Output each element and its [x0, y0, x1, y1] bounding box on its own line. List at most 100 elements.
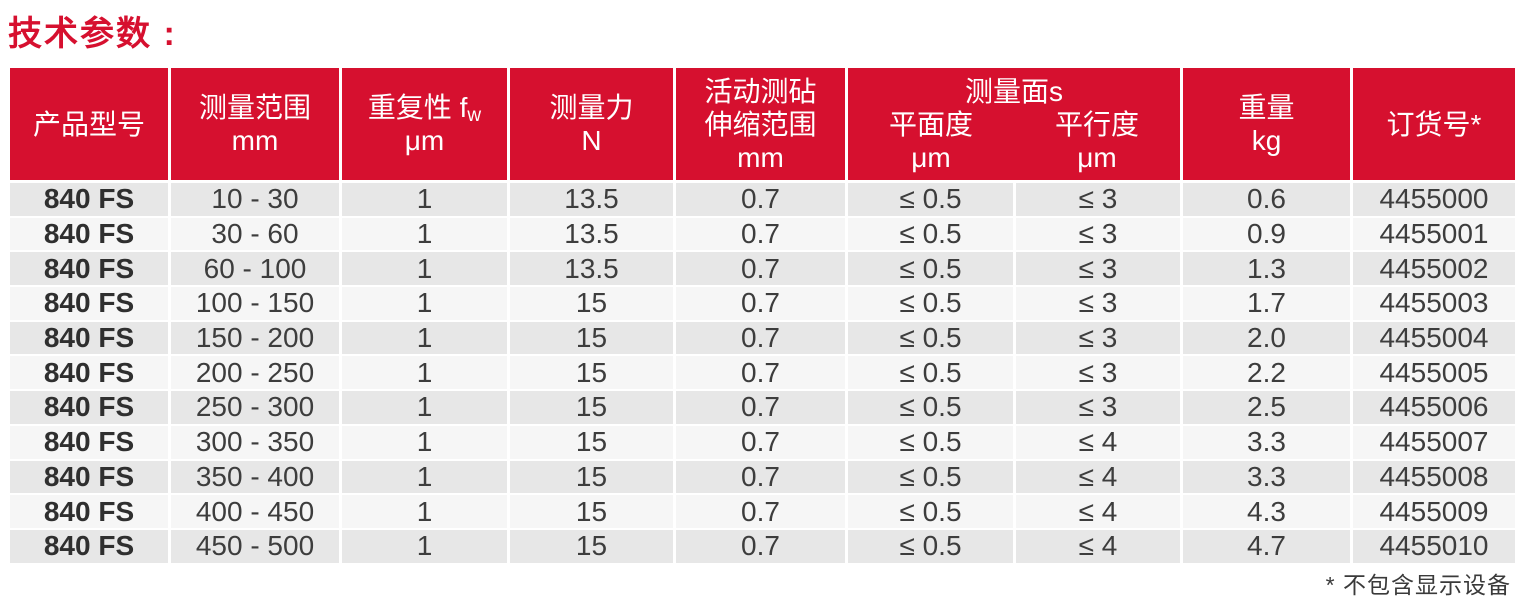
cell-parallelism: ≤ 4	[1013, 460, 1180, 494]
cell-weight: 2.5	[1180, 391, 1350, 424]
cell-order: 4455009	[1350, 495, 1515, 528]
header-measuring-force-label: 测量力	[549, 92, 634, 123]
cell-flatness: ≤ 0.5	[845, 495, 1013, 528]
cell-repeatability: 1	[339, 495, 507, 528]
cell-anvil: 0.7	[673, 321, 845, 355]
cell-force: 15	[507, 529, 673, 563]
page-title: 技术参数 :	[8, 15, 177, 53]
header-flatness-label: 平面度	[888, 108, 973, 140]
header-measuring-range: 测量范围 mm	[168, 68, 339, 180]
cell-force: 15	[507, 287, 673, 320]
cell-order: 4455001	[1350, 217, 1515, 251]
header-flatness-unit: μm	[911, 141, 951, 173]
cell-parallelism: ≤ 3	[1013, 391, 1180, 424]
header-measuring-range-unit: mm	[231, 125, 279, 156]
cell-anvil: 0.7	[673, 495, 845, 528]
table-body: 840 FS 10 - 30 1 13.5 0.7 ≤ 0.5 ≤ 3 0.6 4455000 8…	[10, 183, 1515, 565]
cell-range: 200 - 250	[168, 356, 339, 390]
cell-weight: 4.7	[1180, 529, 1350, 563]
cell-parallelism: ≤ 3	[1013, 321, 1180, 355]
cell-force: 13.5	[507, 252, 673, 286]
header-measuring-faces-group: 测量面s 平面度 平行度 μm μm	[845, 68, 1180, 180]
header-anvil-travel-unit: mm	[737, 141, 784, 173]
cell-repeatability: 1	[339, 529, 507, 563]
cell-model: 840 FS	[43, 495, 135, 527]
cell-repeatability: 1	[339, 425, 507, 459]
cell-anvil: 0.7	[673, 287, 845, 320]
cell-range: 150 - 200	[168, 321, 339, 355]
cell-anvil: 0.7	[673, 183, 845, 216]
cell-order: 4455006	[1350, 391, 1515, 424]
cell-flatness: ≤ 0.5	[845, 391, 1013, 424]
cell-range: 450 - 500	[168, 529, 339, 563]
header-parallelism-label: 平行度	[1054, 108, 1139, 140]
cell-flatness: ≤ 0.5	[845, 356, 1013, 390]
cell-anvil: 0.7	[673, 391, 845, 424]
cell-parallelism: ≤ 3	[1013, 252, 1180, 286]
cell-repeatability: 1	[339, 321, 507, 355]
cell-force: 15	[507, 425, 673, 459]
table-header-row: 产品型号 测量范围 mm 重复性 fw μm 测量力 N 活动测砧 伸缩范围 m…	[10, 68, 1515, 183]
cell-range: 250 - 300	[168, 391, 339, 424]
cell-flatness: ≤ 0.5	[845, 460, 1013, 494]
cell-model: 840 FS	[43, 183, 135, 215]
cell-model: 840 FS	[43, 426, 135, 458]
table-row: 840 FS 60 - 100 1 13.5 0.7 ≤ 0.5 ≤ 3 1.3 4455002	[10, 252, 1515, 288]
cell-order: 4455010	[1350, 529, 1515, 563]
cell-repeatability: 1	[339, 391, 507, 424]
header-anvil-travel-line2: 伸缩范围	[704, 108, 817, 140]
cell-parallelism: ≤ 4	[1013, 495, 1180, 528]
table-row: 840 FS 150 - 200 1 15 0.7 ≤ 0.5 ≤ 3 2.0 4455004	[10, 321, 1515, 357]
footnote: * 不包含显示设备	[1325, 572, 1511, 598]
cell-flatness: ≤ 0.5	[845, 287, 1013, 320]
cell-repeatability: 1	[339, 287, 507, 320]
cell-parallelism: ≤ 3	[1013, 217, 1180, 251]
cell-weight: 0.6	[1180, 183, 1350, 216]
cell-flatness: ≤ 0.5	[845, 529, 1013, 563]
header-weight-unit: kg	[1251, 125, 1282, 156]
cell-repeatability: 1	[339, 217, 507, 251]
header-repeatability: 重复性 fw μm	[339, 68, 507, 180]
cell-repeatability: 1	[339, 183, 507, 216]
cell-order: 4455004	[1350, 321, 1515, 355]
cell-model: 840 FS	[43, 460, 135, 492]
cell-repeatability: 1	[339, 252, 507, 286]
header-repeatability-label: 重复性 fw	[367, 92, 482, 126]
cell-force: 15	[507, 460, 673, 494]
header-weight-label: 重量	[1238, 92, 1295, 123]
cell-range: 100 - 150	[168, 287, 339, 320]
header-measuring-force: 测量力 N	[507, 68, 673, 180]
cell-repeatability: 1	[339, 460, 507, 494]
cell-model: 840 FS	[43, 356, 135, 388]
table-row: 840 FS 30 - 60 1 13.5 0.7 ≤ 0.5 ≤ 3 0.9 4455001	[10, 217, 1515, 253]
repeatability-subscript: w	[467, 105, 482, 126]
cell-model: 840 FS	[43, 287, 135, 319]
cell-force: 15	[507, 495, 673, 528]
cell-parallelism: ≤ 3	[1013, 287, 1180, 320]
header-order-number-label: 订货号*	[1386, 108, 1482, 140]
cell-repeatability: 1	[339, 356, 507, 390]
cell-force: 15	[507, 356, 673, 390]
cell-force: 15	[507, 321, 673, 355]
cell-anvil: 0.7	[673, 529, 845, 563]
cell-anvil: 0.7	[673, 425, 845, 459]
header-order-number: 订货号*	[1350, 68, 1515, 180]
cell-parallelism: ≤ 4	[1013, 425, 1180, 459]
cell-range: 10 - 30	[168, 183, 339, 216]
cell-order: 4455003	[1350, 287, 1515, 320]
cell-force: 13.5	[507, 217, 673, 251]
cell-flatness: ≤ 0.5	[845, 183, 1013, 216]
table-row: 840 FS 350 - 400 1 15 0.7 ≤ 0.5 ≤ 4 3.3 4455008	[10, 460, 1515, 496]
cell-model: 840 FS	[43, 218, 135, 250]
header-measuring-range-label: 测量范围	[198, 92, 311, 123]
cell-force: 15	[507, 391, 673, 424]
cell-order: 4455000	[1350, 183, 1515, 216]
cell-parallelism: ≤ 4	[1013, 529, 1180, 563]
measuring-faces-sublabels: 平面度 平行度	[848, 108, 1180, 141]
cell-anvil: 0.7	[673, 460, 845, 494]
spec-table: 产品型号 测量范围 mm 重复性 fw μm 测量力 N 活动测砧 伸缩范围 m…	[10, 68, 1515, 565]
table-row: 840 FS 300 - 350 1 15 0.7 ≤ 0.5 ≤ 4 3.3 4455007	[10, 425, 1515, 461]
cell-anvil: 0.7	[673, 356, 845, 390]
measuring-faces-units: μm μm	[848, 141, 1180, 174]
header-product-model-label: 产品型号	[32, 108, 145, 140]
